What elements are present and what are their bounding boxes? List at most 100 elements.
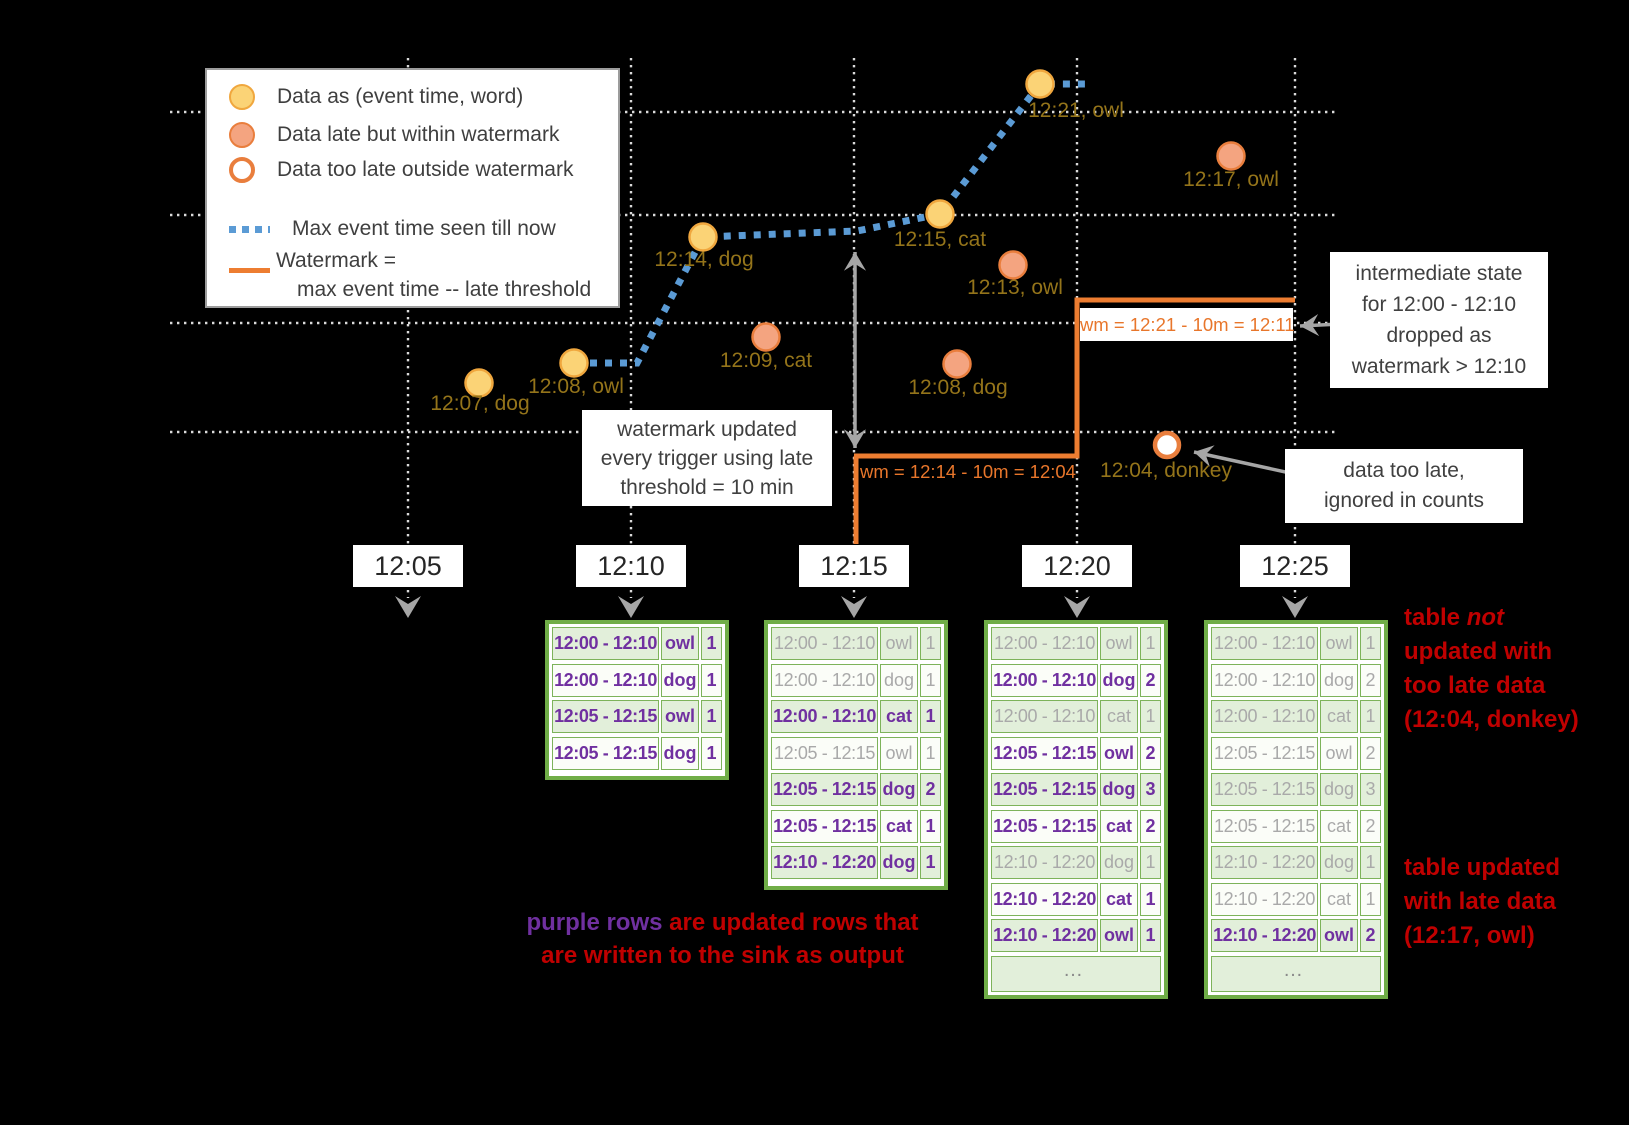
legend-item-max-event-line: Max event time seen till now [229,217,556,241]
table-cell-word: dog [1320,663,1358,697]
table-cell-count: 3 [1360,773,1381,806]
data-point-label: 12:15, cat [893,228,987,251]
note-line: table updated [1404,854,1561,881]
callout-watermark-update-rule: watermark updated every trigger using la… [582,410,832,506]
table-cell-window: 12:00 - 12:10 [991,663,1098,697]
table-cell-word: dog [661,663,699,697]
table-cell-window: 12:05 - 12:15 [1211,773,1318,806]
table-cell-window: 12:00 - 12:10 [552,663,659,697]
table-cell-window: 12:00 - 12:10 [1211,700,1318,733]
data-point-label: 12:08, dog [908,376,1008,399]
table-cell-count: 2 [920,773,941,806]
table-row: 12:05 - 12:15 dog 2 [771,773,941,806]
data-point-ontime [464,368,494,398]
data-point-ontime [559,348,589,378]
table-cell-window: 12:10 - 12:20 [771,846,878,879]
callout-line: dropped as [1386,324,1492,347]
table-cell-window: 12:05 - 12:15 [552,736,659,770]
trigger-arrowhead-icon [841,596,867,618]
table-cell-count: 1 [701,736,722,770]
legend-item-ontime: Data as (event time, word) [229,84,523,110]
note-purple-rows-line2: are written to the sink as output [541,942,904,969]
table-row: 12:05 - 12:15 dog 3 [991,773,1161,806]
table-cell-window: 12:00 - 12:10 [771,627,878,660]
table-row: 12:05 - 12:15 cat 2 [991,809,1161,843]
legend-label-line2: max event time -- late threshold [297,278,592,301]
table-cell-window: 12:05 - 12:15 [771,773,878,806]
table-cell-word: dog [1100,773,1138,806]
table-row: 12:10 - 12:20 cat 1 [1211,882,1381,916]
table-row: 12:05 - 12:15 owl 1 [552,700,722,733]
table-cell-word: dog [1100,663,1138,697]
watermark-line-icon [229,268,270,273]
callout-line: watermark updated [617,417,797,441]
callout-line: for 12:00 - 12:10 [1361,293,1517,316]
data-point-label: 12:14, dog [654,248,754,271]
callout-line: ignored in counts [1324,489,1484,512]
legend-label: Max event time seen till now [292,217,556,240]
table-row: 12:00 - 12:10 cat 1 [991,700,1161,733]
data-point-label: 12:13, owl [967,276,1063,299]
trigger-time-label: 12:15 [799,545,909,587]
table-cell-count: 1 [920,700,941,733]
table-cell-count: 1 [1360,700,1381,733]
callout-line: data too late, [1343,459,1465,482]
data-point-late [1216,141,1246,171]
table-cell-word: dog [1320,846,1358,879]
table-cell-word: owl [1100,919,1138,952]
table-cell-window: 12:10 - 12:20 [991,882,1098,916]
table-cell-window: 12:05 - 12:15 [1211,809,1318,843]
table-cell-count: 1 [1140,919,1161,952]
note-table-not-updated: table not updated with too late data (12… [1404,601,1579,737]
data-point-label: 12:17, owl [1183,168,1279,191]
table-cell-count: 2 [1140,809,1161,843]
table-cell-word: cat [1100,700,1138,733]
table-row: 12:00 - 12:10 owl 1 [991,627,1161,660]
max-event-time-line [575,80,1088,367]
trigger-time-label: 12:05 [353,545,463,587]
trigger-arrowhead-icon [1064,596,1090,618]
table-cell-word: dog [880,846,918,879]
table-row: 12:00 - 12:10 owl 1 [771,627,941,660]
table-cell-word: cat [1320,809,1358,843]
table-cell-word: owl [661,700,699,733]
table-cell-word: dog [1100,846,1138,879]
table-cell-window: 12:05 - 12:15 [991,736,1098,770]
table-cell-count: 2 [1360,663,1381,697]
table-row: 12:10 - 12:20 owl 2 [1211,919,1381,952]
table-more-rows-ellipsis: … [1211,955,1381,992]
table-cell-word: owl [1100,736,1138,770]
table-cell-word: cat [1320,700,1358,733]
table-cell-count: 2 [1140,663,1161,697]
note-line: table not [1404,601,1579,635]
callout-line: threshold = 10 min [620,475,794,499]
table-row: 12:05 - 12:15 cat 2 [1211,809,1381,843]
table-cell-window: 12:10 - 12:20 [1211,846,1318,879]
data-point-label: 12:09, cat [719,349,813,372]
data-point-label: 12:04, donkey [1100,459,1232,482]
trigger-arrowhead-icon [395,596,421,618]
table-cell-word: cat [1100,882,1138,916]
table-row: 12:00 - 12:10 dog 1 [552,663,722,697]
result-table-12:10: 12:00 - 12:10 owl 1 12:00 - 12:10 dog 1 12:05 … [545,620,729,780]
table-cell-word: owl [1320,919,1358,952]
legend-label: Data late but within watermark [277,123,560,146]
annotation-arrowhead-icon [1300,314,1320,337]
trigger-arrowhead-icon [618,596,644,618]
table-row: 12:10 - 12:20 dog 1 [991,846,1161,879]
legend-item-late: Data late but within watermark [229,122,559,148]
table-cell-count: 2 [1360,919,1381,952]
legend: Data as (event time, word) Data late but… [205,68,620,308]
table-cell-word: owl [661,627,699,660]
note-purple-rows-rest: are updated rows that [662,909,919,936]
table-cell-word: cat [1320,882,1358,916]
table-row: 12:00 - 12:10 cat 1 [1211,700,1381,733]
watermark-value-label-1: wm = 12:14 - 10m = 12:04 [860,461,1076,482]
table-cell-window: 12:05 - 12:15 [771,736,878,770]
table-cell-count: 1 [701,700,722,733]
toolate-point-icon [229,157,255,183]
note-line: updated with [1404,638,1552,665]
callout-line: every trigger using late [600,446,814,470]
table-cell-count: 2 [1140,736,1161,770]
table-cell-word: dog [1320,773,1358,806]
